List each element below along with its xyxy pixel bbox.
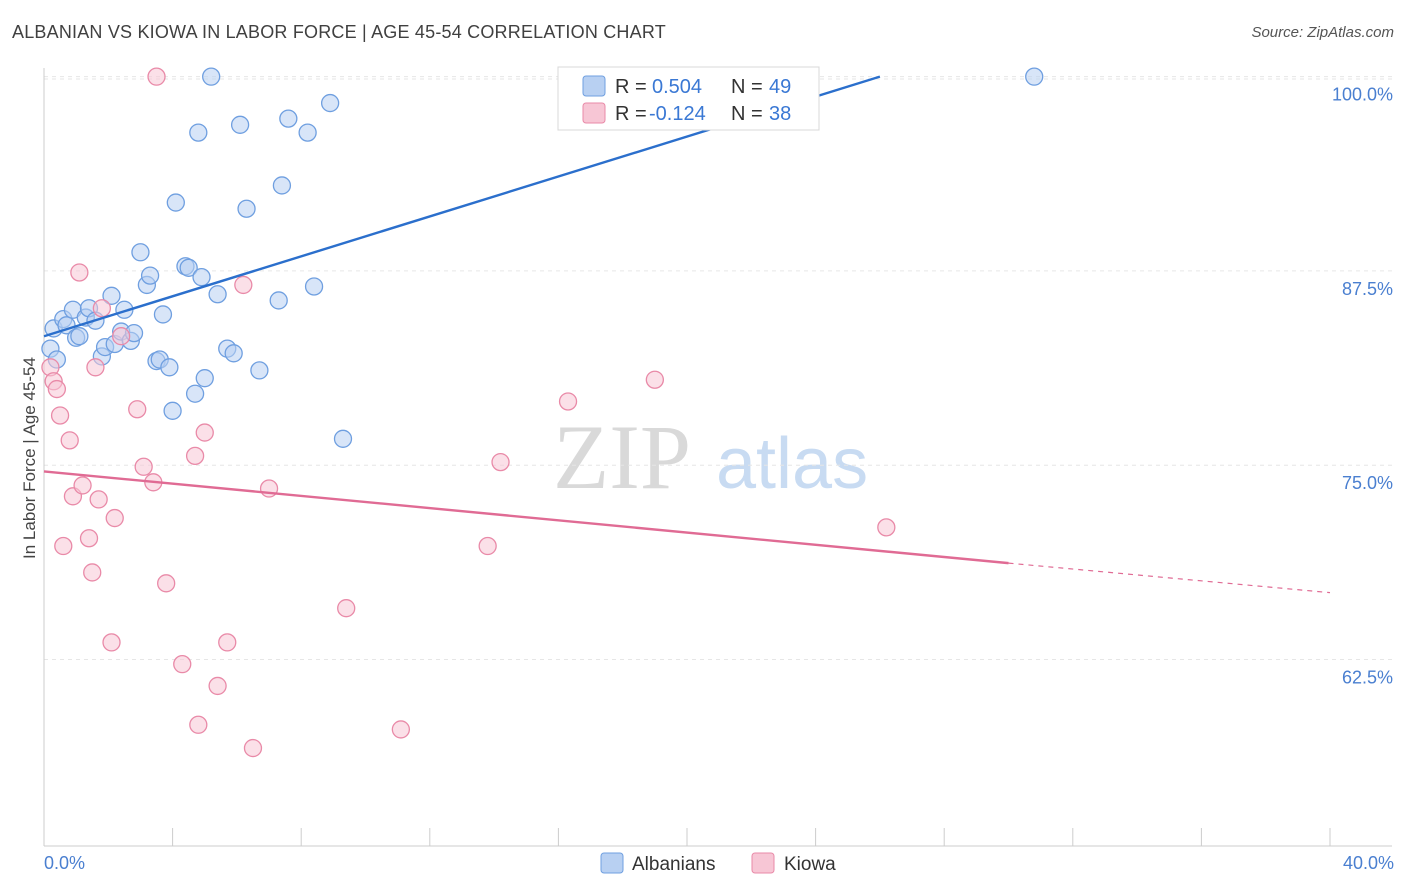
x-tick-label-min: 0.0% <box>44 853 85 873</box>
albanians-point <box>70 327 89 346</box>
kiowa-point <box>337 599 356 618</box>
trend-lines <box>43 75 1331 594</box>
watermark-atlas: atlas <box>716 424 868 504</box>
kiowa-point <box>391 720 411 739</box>
albanians-point <box>192 267 211 287</box>
kiowa-point <box>478 536 497 556</box>
legend-r-label-kiowa: R = <box>615 103 647 125</box>
legend-r-label-albanians: R = <box>615 76 647 98</box>
chart-title: ALBANIAN VS KIOWA IN LABOR FORCE | AGE 4… <box>12 22 666 42</box>
kiowa-point <box>134 457 153 476</box>
kiowa-trend-extension <box>1008 562 1331 594</box>
axes <box>43 68 1392 847</box>
albanians-point <box>131 243 150 262</box>
kiowa-point <box>218 633 237 652</box>
kiowa-point <box>491 452 510 472</box>
legend-n-label-kiowa: N = <box>731 103 763 125</box>
legend-r-value-kiowa: -0.124 <box>649 103 706 125</box>
y-tick-labels: 62.5% 75.0% 87.5% 100.0% <box>1332 85 1393 688</box>
albanians-point <box>160 358 179 377</box>
albanians-point <box>179 258 198 277</box>
y-tick-label: 75.0% <box>1342 473 1393 493</box>
kiowa-point <box>877 518 896 537</box>
albanians-point <box>320 93 340 113</box>
albanians-point <box>102 286 121 305</box>
kiowa-point <box>173 655 192 674</box>
kiowa-point <box>189 715 208 734</box>
legend-swatch-albanians <box>582 75 606 97</box>
kiowa-point <box>102 633 121 652</box>
legend-n-value-kiowa: 38 <box>769 103 791 125</box>
legend-n-value-albanians: 49 <box>769 76 791 98</box>
legend-n-label-albanians: N = <box>731 76 763 98</box>
albanians-point <box>202 67 221 86</box>
albanians-point <box>304 277 324 296</box>
y-tick-label: 87.5% <box>1342 279 1393 299</box>
series-legend-label-albanians: Albanians <box>632 854 715 875</box>
albanians-point <box>298 123 317 142</box>
albanians-points <box>41 67 1044 448</box>
albanians-point <box>208 285 227 304</box>
kiowa-point <box>195 423 214 442</box>
kiowa-point <box>128 400 147 419</box>
chart-source: Source: ZipAtlas.com <box>1251 24 1394 41</box>
albanians-point <box>1025 67 1044 86</box>
albanians-point <box>250 361 269 380</box>
kiowa-point <box>558 392 578 411</box>
albanians-point <box>269 291 288 310</box>
kiowa-point <box>645 370 664 389</box>
series-legend-swatch-albanians <box>600 852 624 874</box>
albanians-point <box>224 344 243 363</box>
albanians-point <box>163 401 182 420</box>
kiowa-point <box>50 406 70 425</box>
albanians-point <box>140 266 160 285</box>
kiowa-point <box>243 738 263 758</box>
series-legend: Albanians Kiowa <box>600 852 836 875</box>
kiowa-point <box>185 446 205 466</box>
kiowa-point <box>147 67 166 86</box>
kiowa-point <box>54 536 73 556</box>
series-legend-label-kiowa: Kiowa <box>784 854 836 875</box>
series-legend-swatch-kiowa <box>751 852 775 874</box>
kiowa-point <box>73 476 92 495</box>
kiowa-point <box>47 379 67 399</box>
gridlines <box>44 76 1392 660</box>
y-axis-label: In Labor Force | Age 45-54 <box>20 357 39 559</box>
albanians-point <box>272 176 292 195</box>
kiowa-point <box>83 563 102 582</box>
albanians-point <box>333 429 353 448</box>
kiowa-point <box>79 529 99 548</box>
kiowa-point <box>89 490 108 509</box>
y-tick-label: 62.5% <box>1342 667 1393 687</box>
kiowa-points <box>41 67 896 758</box>
kiowa-point <box>208 676 227 696</box>
legend-r-value-albanians: 0.504 <box>652 76 702 98</box>
stats-legend: R = 0.504 N = 49 R = -0.124 N = 38 <box>557 66 820 131</box>
albanians-point <box>185 384 205 403</box>
kiowa-point <box>234 275 253 295</box>
albanians-point <box>153 305 173 324</box>
x-tick-label-max: 40.0% <box>1343 853 1394 873</box>
kiowa-point <box>157 574 176 593</box>
watermark-zip: ZIP <box>553 406 691 508</box>
albanians-point <box>230 115 250 134</box>
albanians-point <box>166 193 185 212</box>
kiowa-point <box>60 431 79 450</box>
albanians-point <box>279 109 298 128</box>
albanians-point <box>189 123 208 142</box>
albanians-point <box>237 199 256 218</box>
kiowa-point <box>105 508 124 528</box>
kiowa-point <box>70 263 89 282</box>
y-tick-label: 100.0% <box>1332 85 1393 105</box>
kiowa-point <box>92 299 112 318</box>
albanians-point <box>195 369 214 388</box>
x-ticks <box>43 828 1331 846</box>
kiowa-point <box>112 327 131 346</box>
legend-swatch-kiowa <box>582 102 606 124</box>
kiowa-trend-line <box>43 470 1009 565</box>
kiowa-point <box>86 358 105 377</box>
